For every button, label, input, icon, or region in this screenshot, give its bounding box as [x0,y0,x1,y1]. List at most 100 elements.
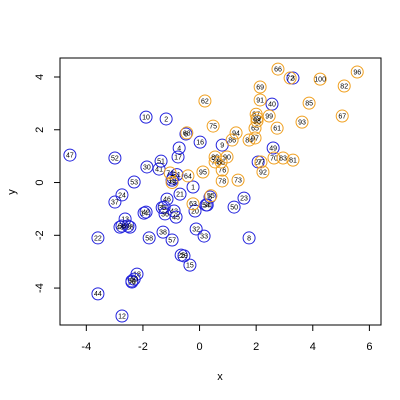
point [165,176,179,190]
point-label: 30 [143,164,151,171]
point-label: 80 [211,154,219,161]
point [115,219,129,233]
point-label: 91 [256,97,264,104]
point [215,174,229,188]
x-tick-label: 0 [196,341,202,353]
point-label: 59 [128,278,136,285]
y-tick-label: 0 [34,179,46,185]
point [170,168,184,182]
point [139,205,153,219]
point [276,151,290,165]
point [163,166,177,180]
point [335,109,349,123]
point-label: 97 [251,135,259,142]
point [196,165,210,179]
point [171,150,185,164]
point [108,151,122,165]
point [181,169,195,183]
point-label: 88 [217,159,225,166]
point-label: 46 [163,196,171,203]
point [215,163,229,177]
point-label: 98 [253,118,261,125]
x-axis-label: x [217,371,223,383]
point [204,189,218,203]
y-tick-label: 2 [34,127,46,133]
point-label: 52 [111,155,119,162]
point-label: 34 [203,202,211,209]
point [167,204,181,218]
point [183,258,197,272]
point [248,121,262,135]
point-label: 14 [140,210,148,217]
point [267,151,281,165]
point-label: 61 [273,126,281,133]
point [108,195,122,209]
point-label: 2 [164,116,168,123]
point [271,62,285,76]
point-label: 26 [128,279,136,286]
point [63,148,77,162]
point [286,153,300,167]
point [206,119,220,133]
point-label: 56 [118,223,126,230]
point-label: 13 [121,216,129,223]
point-label: 8 [247,235,251,242]
point-label: 96 [353,69,361,76]
point-label: 42 [142,209,150,216]
x-tick-label: 6 [366,341,372,353]
point-label: 55 [207,193,215,200]
point [177,249,191,263]
point-label: 44 [94,291,102,298]
point [262,109,276,123]
point-label: 57 [168,237,176,244]
point-label: 53 [130,179,138,186]
point [225,133,239,147]
point [121,219,135,233]
point [127,175,141,189]
point [256,165,270,179]
point [250,111,264,125]
point-label: 6 [184,131,188,138]
point-label: 54 [202,202,210,209]
point [270,121,284,135]
point-label: 37 [111,199,119,206]
point-label: 17 [174,154,182,161]
x-tick-label: -4 [81,341,91,353]
point [137,206,151,220]
point-label: 72 [286,75,294,82]
point-label: 58 [145,235,153,242]
point [155,201,169,215]
point [302,96,316,110]
y-tick-label: 4 [34,74,46,80]
point-label: 48 [116,224,124,231]
point-label: 49 [269,145,277,152]
point-label: 16 [196,140,204,147]
point [113,220,127,234]
point-label: 12 [118,313,126,320]
point [139,110,153,124]
y-tick-label: -4 [34,283,46,293]
point [115,309,129,323]
point [283,71,297,85]
point-label: 89 [253,115,261,122]
point-label: 22 [94,235,102,242]
point-label: 40 [268,102,276,109]
point-label: 99 [265,113,273,120]
point-label: 83 [279,155,287,162]
point-label: 32 [192,226,200,233]
point [242,133,256,147]
point [188,204,202,218]
point [242,231,256,245]
point-label: 69 [256,84,264,91]
point-label: 79 [168,180,176,187]
point-label: 29 [180,253,188,260]
point [237,191,251,205]
point [253,80,267,94]
point-label: 93 [298,119,306,126]
x-tick-label: 2 [253,341,259,353]
point-label: 10 [142,114,150,121]
point [266,141,280,155]
plot-box [59,57,382,326]
point [227,200,241,214]
point-label: 9 [220,142,224,149]
